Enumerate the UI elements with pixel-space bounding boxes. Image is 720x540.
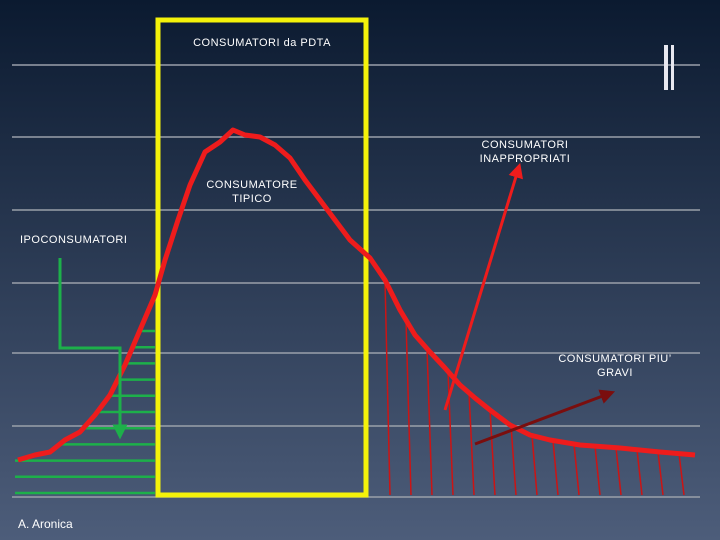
deco [664,45,668,90]
distribution-curve [17,127,696,463]
label-typical: TIPICO [232,193,272,205]
heavy-hatch [384,279,685,496]
hatch-line [489,409,496,496]
hatch-line [468,392,475,496]
hatch-line [573,443,580,496]
hatch-line [447,371,454,496]
author: A. Aronica [18,517,73,531]
label-severe: CONSUMATORI PIU’ [558,353,671,365]
hatch-line [636,449,643,496]
hatch-line [531,435,538,496]
hatch-line [552,440,559,496]
inappropriate-arrow [443,162,523,411]
label-hypo: IPOCONSUMATORI [20,234,127,246]
label-typical: CONSUMATORE [206,179,297,191]
deco [671,45,674,90]
hatch-line [657,451,664,496]
hatch-line [510,425,517,496]
hatch-line [594,446,601,496]
label-inappropriate: INAPPROPRIATI [480,153,571,165]
hatch-line [615,447,622,496]
hatch-line [426,348,433,496]
hatch-line [678,453,685,496]
severe-arrow [474,389,616,446]
label-pdta: CONSUMATORI da PDTA [193,37,331,49]
hatch-line [384,279,391,496]
label-severe: GRAVI [597,367,633,379]
label-inappropriate: CONSUMATORI [482,139,569,151]
hypo-arrow [58,258,128,440]
hatch-line [405,319,412,496]
